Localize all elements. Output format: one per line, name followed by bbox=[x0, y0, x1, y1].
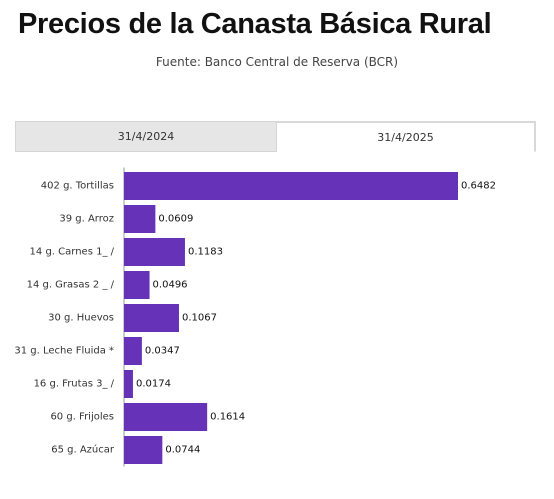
bar[interactable] bbox=[124, 337, 142, 365]
bar[interactable] bbox=[124, 370, 133, 398]
value-label: 0.0496 bbox=[153, 280, 188, 291]
value-label: 0.0744 bbox=[165, 445, 200, 456]
category-label: 39 g. Arroz bbox=[59, 214, 114, 225]
category-label: 14 g. Grasas 2 _ / bbox=[27, 280, 115, 291]
value-label: 0.0347 bbox=[145, 346, 180, 357]
category-label: 60 g. Frijoles bbox=[50, 412, 114, 423]
bar[interactable] bbox=[124, 436, 163, 464]
chart-source: Fuente: Banco Central de Reserva (BCR) bbox=[155, 55, 399, 69]
bar[interactable] bbox=[124, 271, 150, 299]
category-label: 65 g. Azúcar bbox=[51, 444, 115, 456]
category-label: 31 g. Leche Fluida * bbox=[14, 346, 114, 357]
category-label: 14 g. Carnes 1_ / bbox=[30, 247, 115, 258]
value-label: 0.0609 bbox=[158, 214, 193, 225]
tab-2025[interactable]: 31/4/2025 bbox=[277, 121, 536, 152]
bar[interactable] bbox=[124, 304, 179, 332]
value-label: 0.0174 bbox=[136, 379, 171, 390]
category-label: 402 g. Tortillas bbox=[41, 181, 114, 192]
category-label: 16 g. Frutas 3_ / bbox=[34, 379, 115, 390]
bar[interactable] bbox=[124, 238, 185, 266]
date-tabs: 31/4/2024 31/4/2025 bbox=[15, 121, 536, 152]
value-label: 0.1614 bbox=[210, 412, 245, 423]
bar[interactable] bbox=[124, 172, 458, 200]
value-label: 0.1183 bbox=[188, 247, 223, 258]
value-label: 0.6482 bbox=[461, 181, 496, 192]
value-label: 0.1067 bbox=[182, 313, 217, 324]
bar[interactable] bbox=[124, 205, 156, 233]
bar[interactable] bbox=[124, 403, 208, 431]
category-label: 30 g. Huevos bbox=[48, 313, 114, 324]
chart-title: Precios de la Canasta Básica Rural bbox=[18, 8, 492, 40]
tab-2024[interactable]: 31/4/2024 bbox=[15, 121, 277, 152]
